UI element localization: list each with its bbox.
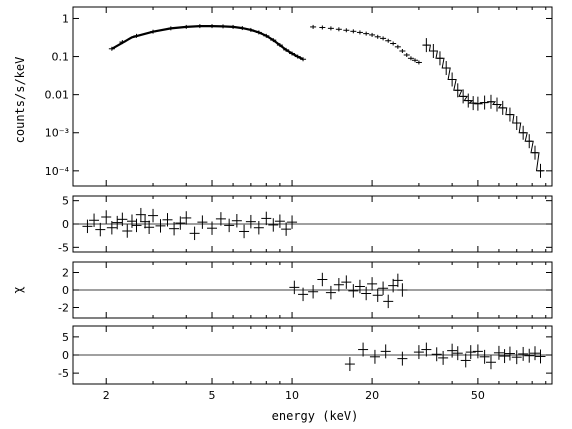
x-tick-label: 50	[471, 389, 485, 402]
x-tick-label: 2	[103, 389, 110, 402]
y-tick-label: 10⁻³	[45, 127, 69, 140]
x-tick-label: 20	[365, 389, 379, 402]
y-tick-label: 5	[62, 331, 69, 344]
y-tick-label: 0.1	[52, 51, 70, 64]
y-axis-title-counts: counts/s/keV	[13, 57, 27, 144]
x-tick-label: 10	[285, 389, 299, 402]
panel-frame-1	[72, 6, 553, 187]
y-tick-label: -5	[58, 241, 69, 254]
y-tick-label: 0.01	[45, 89, 70, 102]
y-tick-label: 0	[62, 349, 69, 362]
y-tick-label: 2	[62, 267, 69, 280]
y-tick-label: 0	[62, 284, 69, 297]
y-tick-label: 10⁻⁴	[45, 165, 70, 178]
y-tick-label: 0	[62, 218, 69, 231]
y-tick-label: -2	[58, 302, 69, 315]
x-tick-label: 5	[209, 389, 216, 402]
y-axis-title-chi: χ	[11, 286, 25, 293]
y-tick-label: 5	[62, 195, 69, 208]
x-axis-title: energy (keV)	[272, 409, 359, 423]
series-high-energy-steps	[422, 44, 545, 172]
model-curve-low	[111, 25, 304, 61]
y-tick-label: 1	[62, 12, 69, 25]
y-tick-label: -5	[58, 367, 69, 380]
